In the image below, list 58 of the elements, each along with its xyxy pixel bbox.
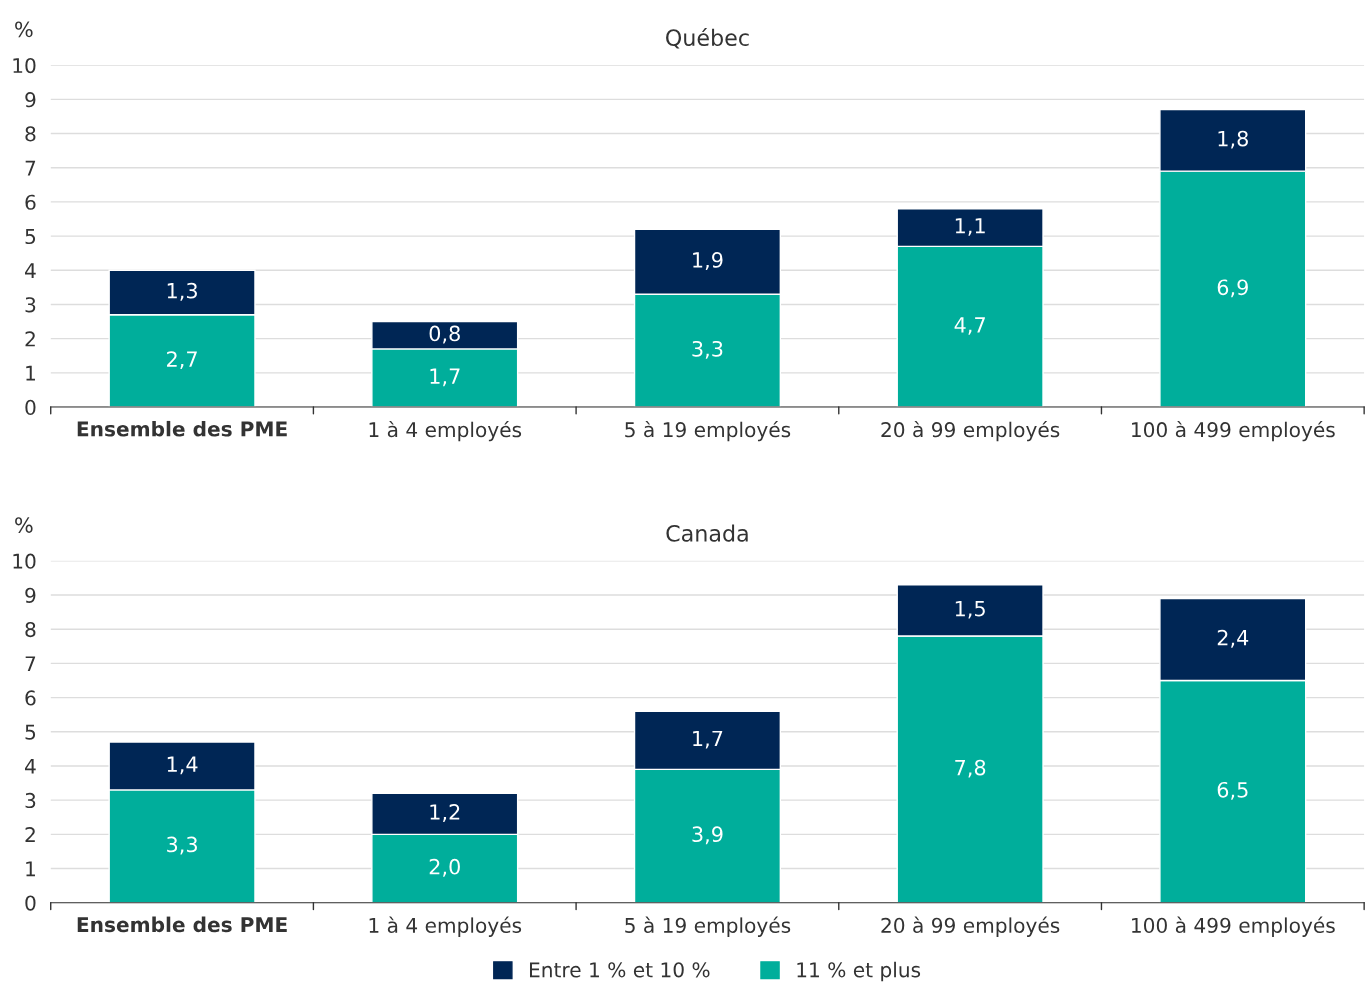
data-label: 0,8 <box>429 325 460 344</box>
y-tick-label: 3 <box>25 792 36 809</box>
y-tick-label: 10 <box>13 57 36 74</box>
x-tick-label: 20 à 99 employés <box>881 916 1060 937</box>
data-label: 2,4 <box>1217 629 1249 648</box>
x-tick-label: 1 à 4 employés <box>369 420 522 442</box>
data-label: 1,8 <box>1218 130 1248 149</box>
y-tick-label: 8 <box>25 621 36 638</box>
data-label: 1,2 <box>430 804 460 822</box>
y-tick-label: 7 <box>25 656 36 672</box>
data-label: 3,3 <box>167 836 197 855</box>
data-label: 1,3 <box>167 282 197 301</box>
y-tick-label: 5 <box>25 229 36 245</box>
y-tick-label: 3 <box>25 297 36 313</box>
chart-title: Québec <box>666 27 749 49</box>
y-tick-label: 4 <box>25 758 36 774</box>
y-tick-label: 10 <box>13 553 36 569</box>
data-label: 7,8 <box>955 759 986 778</box>
y-tick-label: 6 <box>25 194 36 210</box>
y-tick-label: 0 <box>25 895 36 911</box>
y-tick-label: 9 <box>25 92 36 108</box>
x-tick-label: 100 à 499 employés <box>1132 916 1335 937</box>
x-tick-label: 100 à 499 employés <box>1132 420 1335 442</box>
x-tick-label: Ensemble des PME <box>77 420 287 437</box>
y-tick-label: 2 <box>25 827 35 842</box>
x-tick-label: 5 à 19 employés <box>625 420 791 442</box>
y-tick-label: 1 <box>26 861 35 877</box>
data-label: 1,9 <box>693 252 723 270</box>
x-tick-label: 5 à 19 employés <box>625 916 791 937</box>
x-tick-label: 1 à 4 employés <box>369 916 522 937</box>
y-tick-label: 2 <box>25 331 35 347</box>
data-label: 1,1 <box>955 218 985 236</box>
legend-label: Entre 1 % et 10 % <box>530 962 710 978</box>
y-tick-label: 8 <box>25 126 36 142</box>
y-axis-title: % <box>15 517 33 533</box>
y-tick-label: 4 <box>25 263 36 278</box>
data-label: 2,7 <box>167 351 197 370</box>
y-tick-label: 7 <box>25 160 36 176</box>
data-label: 4,7 <box>954 317 985 335</box>
y-tick-label: 1 <box>26 365 35 381</box>
y-tick-label: 6 <box>25 690 36 706</box>
x-tick-label: Ensemble des PME <box>77 916 287 933</box>
data-label: 6,9 <box>1217 279 1248 298</box>
chart-title: Canada <box>666 524 748 542</box>
data-label: 1,5 <box>955 600 985 619</box>
y-tick-label: 0 <box>25 399 36 415</box>
data-label: 3,3 <box>692 340 723 359</box>
y-axis-title: % <box>15 21 33 38</box>
legend-label: 11 % et plus <box>797 961 921 982</box>
data-label: 2,0 <box>429 858 460 877</box>
x-tick-label: 20 à 99 employés <box>881 420 1060 442</box>
y-tick-label: 9 <box>25 587 36 603</box>
y-tick-label: 5 <box>25 724 36 740</box>
data-label: 1,7 <box>430 368 460 387</box>
data-label: 1,7 <box>693 730 723 749</box>
data-label: 6,5 <box>1217 781 1248 800</box>
data-label: 1,4 <box>167 756 198 775</box>
data-label: 3,9 <box>692 826 723 845</box>
